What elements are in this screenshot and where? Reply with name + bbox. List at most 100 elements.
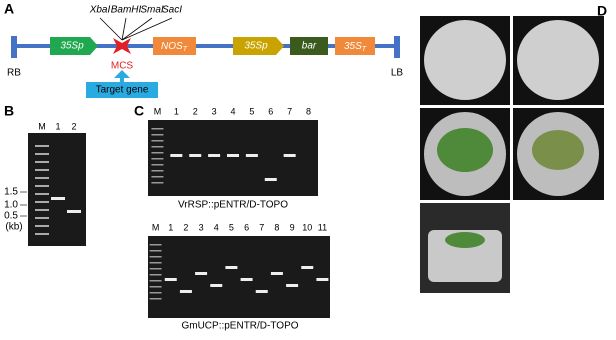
lane-label: 3	[199, 222, 204, 232]
band	[316, 278, 329, 281]
band	[35, 185, 49, 187]
rb-label: RB	[7, 68, 21, 79]
site-line	[121, 17, 127, 41]
band	[240, 278, 253, 281]
lane-label: 10	[302, 222, 312, 232]
lane-label: 4	[230, 106, 235, 116]
band	[35, 233, 49, 235]
size-label: 0.5	[4, 211, 18, 222]
band	[195, 272, 208, 275]
promoter	[233, 37, 284, 55]
band	[210, 284, 223, 287]
gel	[148, 120, 318, 196]
band	[35, 161, 49, 163]
lane-label: 7	[287, 106, 292, 116]
band	[301, 266, 314, 269]
band	[35, 217, 49, 219]
lane-label: 11	[318, 222, 327, 232]
band	[35, 153, 49, 155]
band	[149, 268, 162, 270]
plate	[517, 20, 599, 100]
band	[51, 197, 65, 200]
box-text: 35S	[344, 41, 362, 52]
box-label: bar	[302, 41, 317, 52]
target-box	[86, 82, 158, 98]
lane-label: 8	[306, 106, 311, 116]
band	[149, 256, 162, 258]
gel	[28, 133, 86, 246]
border	[394, 36, 400, 58]
shoots	[532, 130, 584, 170]
band	[149, 292, 162, 294]
band	[35, 145, 49, 147]
lane-label: 5	[229, 222, 234, 232]
terminator	[335, 37, 375, 55]
band	[208, 154, 221, 157]
band	[151, 170, 164, 172]
band	[151, 182, 164, 184]
band	[151, 152, 164, 154]
site-label: XbaI	[89, 5, 111, 16]
lb-label: LB	[391, 68, 404, 79]
box-label: 35Sp	[244, 41, 268, 52]
plate-photos	[420, 16, 604, 293]
band	[270, 272, 283, 275]
marker-gene	[290, 37, 328, 55]
band	[179, 290, 192, 293]
band	[227, 154, 239, 157]
site-label: BamHI	[111, 5, 142, 16]
band	[151, 146, 164, 148]
promoter	[50, 37, 98, 55]
lane-label: 1	[55, 121, 60, 131]
lane-label: 7	[259, 222, 264, 232]
band	[149, 286, 162, 288]
lane-label: M	[38, 121, 46, 131]
lane-label: 2	[183, 222, 188, 232]
lane-label: 2	[71, 121, 76, 131]
box-sub: T	[183, 46, 188, 53]
band	[264, 178, 277, 181]
target-label: Target gene	[96, 85, 149, 96]
panel-letter: A	[4, 1, 14, 17]
lane-label: M	[152, 222, 160, 232]
unit-label: (kb)	[5, 222, 22, 233]
band	[35, 193, 49, 195]
arrow-head	[114, 70, 130, 78]
shoots	[437, 128, 493, 172]
box-label: 35ST	[344, 41, 367, 53]
band	[149, 244, 162, 246]
site-line	[99, 17, 123, 41]
band	[149, 280, 162, 282]
band	[283, 154, 296, 157]
box-label: NOST	[161, 41, 188, 53]
band	[225, 266, 238, 269]
band	[151, 164, 164, 166]
band	[170, 154, 183, 157]
band	[151, 176, 164, 178]
band	[189, 154, 202, 157]
band	[164, 278, 177, 281]
lane-label: 8	[274, 222, 279, 232]
gel-caption: VrRSP::pENTR/D-TOPO	[178, 200, 288, 211]
band	[35, 169, 49, 171]
band	[149, 250, 162, 252]
box-text: NOS	[161, 41, 183, 52]
band	[151, 128, 164, 130]
site-label: SmaI	[140, 5, 164, 16]
gel-caption: GmUCP::pENTR/D-TOPO	[181, 321, 298, 332]
lane-label: 3	[212, 106, 217, 116]
lane-label: 4	[214, 222, 219, 232]
band	[151, 140, 164, 142]
panel-letter: D	[597, 3, 607, 19]
lane-label: 9	[290, 222, 295, 232]
lane-label: M	[154, 106, 162, 116]
band	[67, 210, 81, 213]
band	[149, 274, 162, 276]
band	[35, 209, 49, 211]
site-line	[121, 17, 153, 41]
lane-label: 1	[174, 106, 179, 116]
lane-label: 6	[268, 106, 273, 116]
size-label: 1.0	[4, 200, 18, 211]
